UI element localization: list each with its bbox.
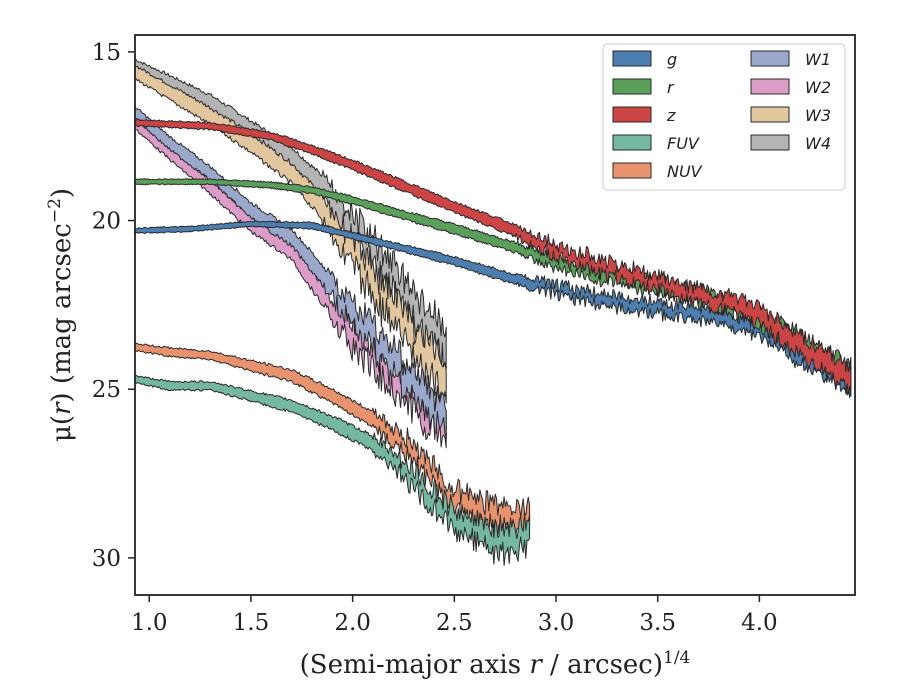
legend-label-w2: W2 <box>805 78 831 97</box>
y-tick-label: 15 <box>92 40 121 66</box>
legend: grz FUV NUV W1 W2 W3 W4 <box>602 43 846 191</box>
y-tick-label: 25 <box>92 377 121 403</box>
legend-label-w3: W3 <box>805 106 831 125</box>
x-tick-label: 3.0 <box>538 610 575 636</box>
band-fuv <box>134 374 531 566</box>
x-ticks: 1.0 1.5 2.0 2.5 3.0 3.5 4.0 <box>131 595 778 636</box>
legend-swatch-nuv <box>612 162 652 179</box>
y-ticks: 15 20 25 30 <box>92 40 135 572</box>
y-axis-label: μ(r) (mag arcsec−2) <box>45 188 77 442</box>
legend-label-w1: W1 <box>805 50 831 69</box>
x-axis-label: (Semi-major axis r / arcsec)1/4 <box>300 648 691 680</box>
plot-frame <box>134 34 856 596</box>
legend-label-w4: W4 <box>805 134 831 153</box>
legend-swatch-fuv <box>612 134 652 151</box>
band-nuv <box>134 342 531 541</box>
x-tick-label: 3.5 <box>639 610 676 636</box>
x-tick-label: 1.5 <box>233 610 270 636</box>
legend-swatch-r <box>612 78 652 95</box>
x-tick-label: 2.5 <box>436 610 473 636</box>
legend-label-z: z <box>666 106 676 125</box>
band-w3 <box>134 65 447 404</box>
legend-swatch-g <box>612 50 652 67</box>
x-tick-label: 4.0 <box>741 610 778 636</box>
legend-label-fuv: FUV <box>667 134 700 153</box>
series-bands <box>134 59 852 566</box>
legend-swatch-w2 <box>750 78 790 95</box>
legend-label-r: r <box>667 78 675 97</box>
legend-swatch-w1 <box>750 50 790 67</box>
y-tick-label: 30 <box>92 546 121 572</box>
y-tick-label: 20 <box>92 209 121 235</box>
x-tick-label: 1.0 <box>131 610 168 636</box>
legend-label-g: g <box>667 50 677 69</box>
legend-swatch-w4 <box>750 134 790 151</box>
x-tick-label: 2.0 <box>334 610 371 636</box>
legend-swatch-w3 <box>750 106 790 123</box>
band-w1 <box>134 106 447 440</box>
legend-swatch-z <box>612 106 652 123</box>
legend-label-nuv: NUV <box>667 162 703 181</box>
band-z <box>134 118 852 397</box>
